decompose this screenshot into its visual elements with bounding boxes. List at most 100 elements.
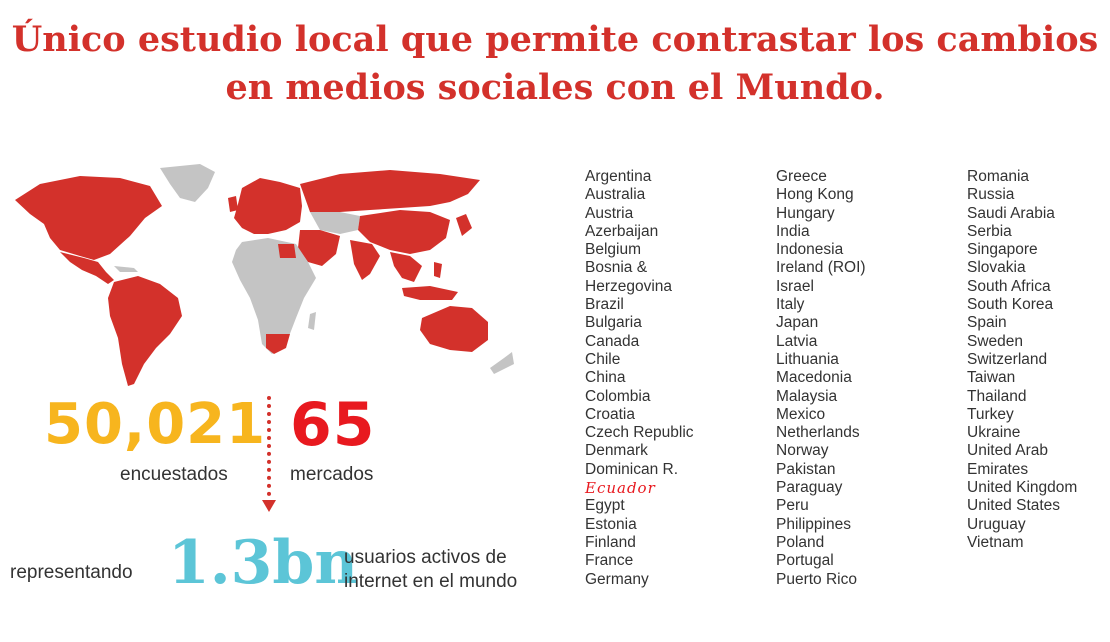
country-item: Croatia: [585, 405, 635, 423]
map-australia: [420, 306, 488, 352]
country-item: Germany: [585, 570, 649, 588]
arrow-down-icon: [262, 500, 276, 512]
country-item: Ecuador: [585, 479, 656, 498]
country-item: Herzegovina: [585, 277, 673, 295]
country-item: Norway: [776, 442, 829, 460]
page-title: Único estudio local que permite contrast…: [0, 16, 1110, 112]
country-item: Sweden: [967, 332, 1024, 350]
map-south-america: [108, 276, 182, 386]
country-column-2: Greece Hong Kong Hungary India Indonesia Irel…: [776, 168, 866, 589]
country-item: Austria: [585, 204, 634, 222]
map-philippines: [434, 262, 442, 278]
map-africa: [232, 238, 316, 354]
country-item: United Arab: [967, 442, 1048, 460]
map-europe: [234, 178, 302, 234]
country-item: Poland: [776, 533, 825, 551]
world-map: [15, 164, 514, 386]
map-se-asia: [390, 252, 422, 282]
users-line-2: internet en el mundo: [344, 571, 518, 592]
map-egypt: [278, 244, 296, 258]
country-item: Pakistan: [776, 460, 836, 478]
country-item: South Africa: [967, 277, 1051, 295]
country-item: Azerbaijan: [585, 222, 659, 240]
map-indonesia: [402, 286, 458, 300]
representando-label: representando: [10, 562, 133, 583]
country-item: Czech Republic: [585, 424, 694, 442]
country-item: Romania: [967, 168, 1030, 185]
map-caribbean: [114, 266, 138, 272]
map-madagascar: [308, 312, 316, 330]
country-item: Turkey: [967, 405, 1014, 423]
country-item: Switzerland: [967, 350, 1048, 368]
map-greenland: [160, 164, 215, 202]
country-item: Vietnam: [967, 533, 1024, 551]
country-item: Ireland (ROI): [776, 259, 866, 277]
country-item: Colombia: [585, 387, 651, 405]
country-item: Ukraine: [967, 424, 1021, 442]
country-item: Italy: [776, 296, 805, 314]
country-item: Paraguay: [776, 479, 843, 497]
map-north-america: [15, 176, 162, 260]
country-item: Uruguay: [967, 515, 1026, 533]
map-india: [350, 240, 380, 280]
country-item: United Kingdom: [967, 479, 1078, 497]
country-item: India: [776, 222, 810, 240]
users-description: usuarios activos de internet en el mundo: [344, 546, 517, 594]
map-japan: [456, 214, 472, 236]
country-item: Finland: [585, 533, 636, 551]
country-item: Singapore: [967, 241, 1038, 259]
title-line-2: en medios sociales con el Mundo.: [225, 67, 885, 108]
country-item: Puerto Rico: [776, 570, 857, 588]
country-item: Mexico: [776, 405, 826, 423]
country-item: South Korea: [967, 296, 1054, 314]
country-item: Serbia: [967, 222, 1012, 240]
country-item: Russia: [967, 186, 1015, 204]
country-item: Argentina: [585, 168, 652, 185]
country-item: Dominican R.: [585, 460, 679, 478]
country-item: United States: [967, 497, 1061, 515]
title-line-1: Único estudio local que permite contrast…: [11, 19, 1099, 60]
country-item: Egypt: [585, 497, 625, 515]
country-column-3: Romania Russia Saudi Arabia Serbia Singapore…: [967, 168, 1077, 552]
country-item: Hong Kong: [776, 186, 854, 204]
country-item: Portugal: [776, 552, 834, 570]
country-item: Canada: [585, 332, 640, 350]
country-item: Latvia: [776, 332, 818, 350]
map-china: [358, 210, 450, 254]
country-item: Thailand: [967, 387, 1027, 405]
mercados-label: mercados: [290, 464, 374, 485]
country-item: China: [585, 369, 626, 387]
users-count: 1.3bn: [168, 528, 358, 598]
country-item: Bosnia &: [585, 259, 648, 277]
country-item: Emirates: [967, 460, 1029, 478]
country-column-1: Argentina Australia Austria Azerbaijan Belgi…: [585, 168, 694, 589]
country-item: Brazil: [585, 296, 624, 314]
dotted-divider: [267, 396, 271, 496]
country-item: Australia: [585, 186, 646, 204]
country-item: Belgium: [585, 241, 641, 259]
map-uk: [228, 196, 238, 212]
country-item: Israel: [776, 277, 814, 295]
country-item: Indonesia: [776, 241, 844, 259]
map-new-zealand: [490, 352, 514, 374]
country-item: Denmark: [585, 442, 648, 460]
country-item: Peru: [776, 497, 809, 515]
country-item: Netherlands: [776, 424, 860, 442]
map-middle-east: [298, 230, 340, 266]
map-russia: [300, 170, 480, 212]
country-item: Philippines: [776, 515, 851, 533]
map-central-america: [60, 252, 114, 284]
encuestados-count: 50,021: [44, 392, 267, 457]
country-item: France: [585, 552, 634, 570]
users-line-1: usuarios activos de: [344, 547, 507, 568]
country-item: Spain: [967, 314, 1007, 332]
map-south-africa: [266, 334, 290, 354]
country-item: Hungary: [776, 204, 835, 222]
country-item: Malaysia: [776, 387, 838, 405]
country-item: Macedonia: [776, 369, 852, 387]
map-central-asia: [310, 212, 360, 234]
encuestados-label: encuestados: [120, 464, 228, 485]
country-item: Chile: [585, 350, 621, 368]
country-item: Greece: [776, 168, 827, 185]
country-item: Saudi Arabia: [967, 204, 1055, 222]
